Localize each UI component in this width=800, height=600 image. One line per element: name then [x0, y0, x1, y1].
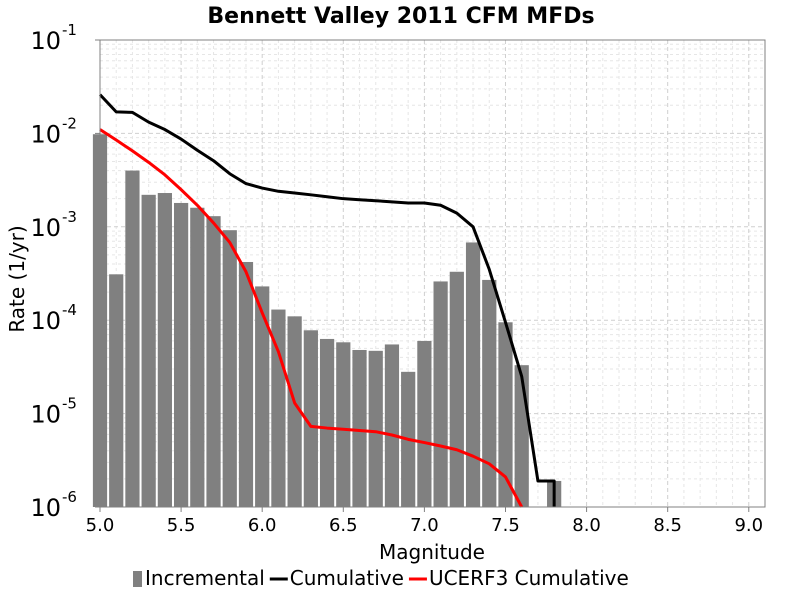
incremental-bar — [433, 281, 448, 507]
incremental-bar — [141, 194, 156, 507]
incremental-bar — [336, 342, 351, 507]
x-tick-label: 9.0 — [734, 515, 763, 536]
x-tick-label: 6.0 — [248, 515, 277, 536]
incremental-bars — [92, 134, 562, 507]
incremental-bar — [173, 202, 189, 507]
x-tick-label: 8.5 — [653, 515, 682, 536]
incremental-bar — [125, 170, 140, 507]
legend-label-ucerf3-cumulative: UCERF3 Cumulative — [429, 566, 629, 590]
y-tick-exponent: -4 — [62, 301, 77, 319]
y-tick-exponent: -5 — [62, 395, 77, 413]
chart-title: Bennett Valley 2011 CFM MFDs — [207, 4, 594, 29]
legend-swatch-incremental — [133, 571, 142, 587]
y-tick-exponent: -2 — [62, 114, 77, 132]
y-tick-label: 10 — [30, 214, 61, 242]
x-axis-ticks: 5.0 5.5 6.0 6.5 7.0 7.5 8.0 8.5 9.0 — [86, 507, 763, 536]
ucerf3-cumulative-line — [99, 128, 524, 508]
y-tick-label: 10 — [30, 307, 61, 335]
x-tick-label: 5.5 — [167, 515, 196, 536]
incremental-bar — [303, 330, 318, 507]
y-axis-label: Rate (1/yr) — [5, 225, 29, 332]
y-tick-label: 10 — [30, 494, 61, 522]
y-tick-exponent: -3 — [62, 208, 77, 226]
x-axis-label: Magnitude — [379, 540, 485, 564]
incremental-bar — [206, 216, 221, 507]
y-tick-exponent: -1 — [62, 21, 77, 39]
incremental-bar — [384, 344, 400, 507]
legend-label-cumulative: Cumulative — [290, 566, 404, 590]
incremental-bar — [482, 279, 497, 507]
incremental-bar — [222, 230, 237, 507]
legend-label-incremental: Incremental — [145, 566, 265, 590]
plot-area — [92, 39, 766, 508]
y-tick-exponent: -6 — [62, 488, 77, 506]
plot-border — [99, 39, 766, 508]
x-tick-label: 7.5 — [491, 515, 520, 536]
cumulative-lines — [98, 93, 556, 508]
incremental-bar — [417, 340, 432, 507]
y-tick-label: 10 — [30, 27, 61, 55]
incremental-bar — [238, 261, 254, 507]
incremental-bar — [449, 271, 464, 507]
x-tick-label: 5.0 — [86, 515, 115, 536]
y-axis-ticks: 10-610-510-410-310-210-1 — [30, 21, 100, 522]
x-tick-label: 7.0 — [410, 515, 439, 536]
y-tick-label: 10 — [30, 120, 61, 148]
incremental-bar — [157, 193, 172, 507]
incremental-bar — [255, 286, 270, 507]
incremental-bar — [109, 274, 124, 507]
incremental-bar — [514, 365, 529, 507]
incremental-bar — [352, 349, 367, 507]
incremental-bar — [287, 316, 302, 507]
incremental-bar — [319, 338, 335, 507]
incremental-bar — [465, 242, 481, 507]
cumulative-line — [98, 93, 556, 507]
incremental-bar — [190, 207, 205, 507]
incremental-bar — [368, 350, 383, 507]
y-tick-label: 10 — [30, 401, 61, 429]
incremental-bar — [498, 322, 513, 507]
x-tick-label: 6.5 — [329, 515, 358, 536]
x-tick-label: 8.0 — [572, 515, 601, 536]
legend: Incremental Cumulative UCERF3 Cumulative — [133, 566, 629, 590]
